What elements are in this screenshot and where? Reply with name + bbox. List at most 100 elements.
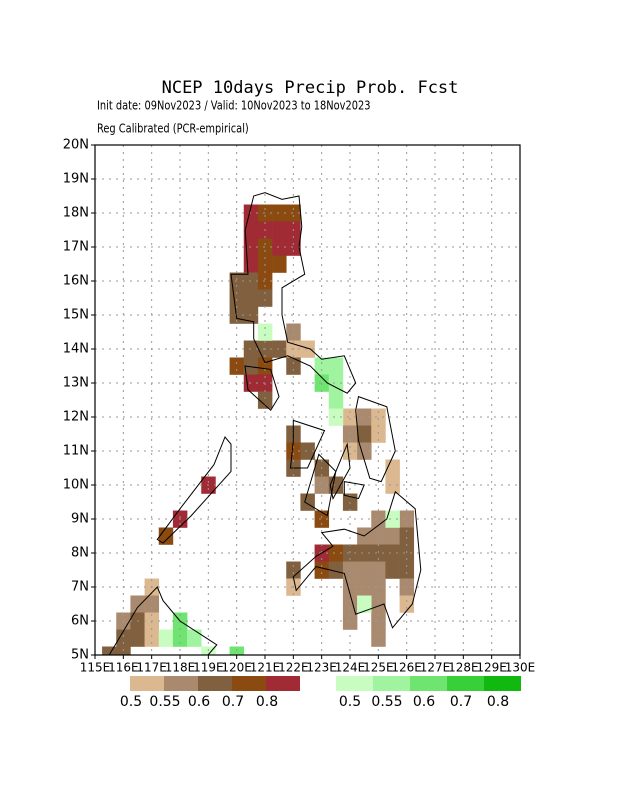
- grid-cell: [357, 578, 372, 596]
- grid-cell: [130, 629, 145, 647]
- grid-cell: [243, 255, 259, 273]
- y-tick-label: 16N: [63, 274, 89, 289]
- grid-cell: [243, 289, 259, 307]
- coastline: [304, 453, 337, 517]
- grid-cell: [257, 289, 273, 307]
- grid-cell: [371, 408, 386, 426]
- y-tick-label: 20N: [63, 138, 89, 153]
- y-tick-label: 6N: [71, 614, 89, 629]
- grid-cell: [328, 391, 344, 409]
- grid-cell: [357, 561, 372, 579]
- grid-cell: [300, 340, 315, 358]
- grid-cell: [272, 340, 287, 358]
- legend-label: 0.8: [487, 694, 509, 710]
- x-tick-label: 115E: [80, 661, 111, 675]
- grid-cell: [314, 357, 330, 375]
- legend-label: 0.6: [188, 694, 210, 710]
- grid-cell: [286, 561, 301, 579]
- grid-cell: [243, 221, 259, 239]
- y-tick-label: 7N: [71, 580, 89, 595]
- grid-cell: [371, 629, 386, 647]
- grid-cell: [385, 544, 400, 562]
- coastline: [292, 490, 422, 629]
- legend-label: 0.6: [413, 694, 435, 710]
- grid-cell: [357, 595, 372, 613]
- grid-cell: [257, 357, 273, 375]
- grid-cell: [272, 255, 287, 273]
- grid-cell: [130, 595, 145, 613]
- grid-cell: [357, 408, 372, 426]
- grid-cell: [286, 357, 301, 375]
- coastline: [108, 586, 218, 655]
- x-tick-label: 121E: [250, 661, 281, 675]
- grid-cell: [371, 595, 386, 613]
- x-tick-label: 129E: [476, 661, 507, 675]
- grid-cell: [399, 561, 415, 579]
- coastline: [156, 436, 232, 544]
- grid-cell: [144, 629, 160, 647]
- y-tick-label: 19N: [63, 172, 89, 187]
- grid-cell: [385, 527, 400, 545]
- grid-cell: [399, 544, 415, 562]
- grid-cell: [300, 493, 315, 511]
- grid-cell: [371, 510, 386, 528]
- x-tick-label: 117E: [136, 661, 167, 675]
- y-tick-label: 18N: [63, 206, 89, 221]
- grid-cell: [342, 425, 358, 443]
- grid-cell: [328, 408, 344, 426]
- grid-cell: [257, 391, 273, 409]
- x-tick-label: 127E: [420, 661, 451, 675]
- y-tick-label: 14N: [63, 342, 89, 357]
- grid-cell: [385, 561, 400, 579]
- legend-label: 0.55: [149, 694, 180, 710]
- grid-cell: [102, 646, 117, 655]
- legend-swatch: [266, 676, 300, 691]
- x-tick-label: 124E: [335, 661, 366, 675]
- legend-label: 0.5: [120, 694, 142, 710]
- coastline: [355, 395, 396, 483]
- grid-cell: [371, 544, 386, 562]
- grid-cell: [357, 544, 372, 562]
- x-tick-label: 125E: [363, 661, 394, 675]
- y-tick-label: 5N: [71, 648, 89, 663]
- grid-cell: [371, 561, 386, 579]
- grid-cell: [144, 595, 160, 613]
- grid-cell: [272, 238, 287, 256]
- grid-cell: [272, 221, 287, 239]
- y-tick-label: 11N: [63, 444, 89, 459]
- grid-cell: [116, 629, 131, 647]
- coastline: [329, 442, 351, 501]
- grid-cell: [342, 595, 358, 613]
- grid-cell: [158, 629, 174, 647]
- grid-cell: [342, 561, 358, 579]
- chart-title: NCEP 10days Precip Prob. Fcst: [162, 78, 459, 98]
- y-tick-label: 12N: [63, 410, 89, 425]
- grid-cell: [385, 476, 400, 494]
- grid-cell: [286, 442, 301, 460]
- grid-cell: [399, 510, 415, 528]
- coastline: [289, 419, 326, 469]
- grid-cell: [357, 425, 372, 443]
- legend-swatch: [198, 676, 232, 691]
- grid-cell: [257, 323, 273, 341]
- legend-label: 0.7: [222, 694, 244, 710]
- legend-swatch: [410, 676, 447, 691]
- grid-cell: [371, 425, 386, 443]
- y-tick-label: 8N: [71, 546, 89, 561]
- grid-cell: [300, 442, 315, 460]
- coastline: [108, 192, 422, 655]
- grid-cell: [257, 238, 273, 256]
- x-tick-label: 123E: [306, 661, 337, 675]
- grid: [94, 144, 521, 656]
- subtitle: Init date: 09Nov2023 / Valid: 10Nov2023 …: [97, 98, 371, 112]
- legend-swatch: [447, 676, 484, 691]
- grid-cell: [342, 408, 358, 426]
- x-tick-label: 126E: [391, 661, 422, 675]
- y-tick-label: 15N: [63, 308, 89, 323]
- x-tick-label: 130E: [505, 661, 536, 675]
- subtitle: Reg Calibrated (PCR-empirical): [97, 121, 249, 135]
- x-tick-label: 116E: [108, 661, 139, 675]
- legend-swatch: [130, 676, 164, 691]
- grid-cell: [328, 357, 344, 375]
